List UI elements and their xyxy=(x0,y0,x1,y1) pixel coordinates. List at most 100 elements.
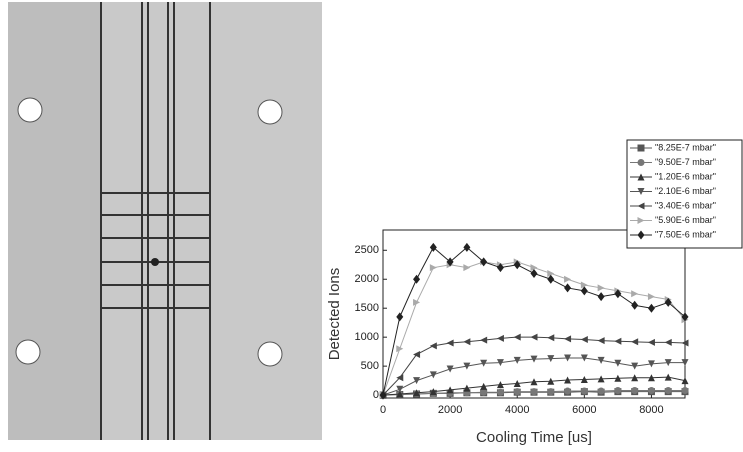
photo xyxy=(8,2,322,440)
marker xyxy=(379,390,387,400)
x-tick-label: 4000 xyxy=(505,404,529,416)
marker xyxy=(614,374,622,382)
marker xyxy=(480,388,488,396)
marker xyxy=(463,264,471,272)
photo-hole xyxy=(17,97,43,123)
marker xyxy=(631,386,639,394)
marker xyxy=(530,264,538,272)
marker xyxy=(681,359,689,367)
marker xyxy=(513,333,521,341)
y-axis-label: Detected Ions xyxy=(326,268,343,361)
y-tick-label: 2500 xyxy=(355,244,379,256)
marker xyxy=(530,378,538,386)
marker xyxy=(496,334,504,342)
marker xyxy=(429,242,437,252)
legend-marker xyxy=(637,202,645,210)
marker xyxy=(396,374,404,382)
legend-label: "3.40E-6 mbar" xyxy=(655,200,716,210)
marker xyxy=(647,386,655,394)
marker xyxy=(631,362,639,370)
marker xyxy=(413,389,421,397)
marker xyxy=(530,268,538,278)
marker xyxy=(446,386,454,394)
x-tick-label: 2000 xyxy=(438,404,462,416)
marker xyxy=(614,386,622,394)
marker xyxy=(429,342,437,350)
marker xyxy=(681,386,689,394)
marker xyxy=(631,300,639,310)
x-axis-label: Cooling Time [us] xyxy=(476,429,592,446)
marker xyxy=(631,374,639,382)
legend-marker xyxy=(637,159,645,166)
marker xyxy=(631,338,639,346)
legend-label: "7.50E-6 mbar" xyxy=(655,229,716,239)
legend-marker xyxy=(637,173,645,181)
marker xyxy=(446,365,454,373)
marker xyxy=(664,297,672,307)
marker xyxy=(413,351,421,359)
marker xyxy=(647,338,655,346)
marker xyxy=(396,312,404,322)
marker xyxy=(547,388,555,396)
legend-marker xyxy=(637,144,645,152)
marker xyxy=(480,257,488,267)
legend-label: "9.50E-7 mbar" xyxy=(655,157,716,167)
marker xyxy=(580,335,588,343)
marker xyxy=(597,337,605,345)
marker xyxy=(547,377,555,385)
marker xyxy=(496,359,504,367)
series: "2.10E-6 mbar" xyxy=(379,186,716,399)
marker xyxy=(429,388,437,396)
marker xyxy=(396,345,404,353)
marker xyxy=(496,263,504,273)
photo-plate-left xyxy=(8,2,100,440)
photo-dot xyxy=(151,258,159,266)
marker xyxy=(597,387,605,395)
marker xyxy=(429,371,437,379)
marker xyxy=(463,242,471,252)
marker xyxy=(614,337,622,345)
marker xyxy=(480,336,488,344)
marker xyxy=(463,362,471,370)
y-tick-label: 1500 xyxy=(355,302,379,314)
series-line xyxy=(382,261,686,396)
marker xyxy=(413,377,421,385)
y-tick-label: 1000 xyxy=(355,331,379,343)
marker xyxy=(480,359,488,367)
marker xyxy=(647,374,655,382)
marker xyxy=(597,356,605,364)
marker xyxy=(463,338,471,346)
x-tick-label: 6000 xyxy=(572,404,596,416)
marker xyxy=(681,312,689,322)
marker xyxy=(564,283,572,293)
marker xyxy=(413,298,421,306)
legend-label: "8.25E-7 mbar" xyxy=(655,142,716,152)
marker xyxy=(580,375,588,383)
marker xyxy=(597,284,605,292)
marker xyxy=(564,354,572,362)
marker xyxy=(547,334,555,342)
marker xyxy=(647,360,655,368)
marker xyxy=(664,359,672,367)
marker xyxy=(513,380,521,388)
y-tick-label: 500 xyxy=(361,360,379,372)
photo-hole xyxy=(257,341,283,367)
series: "7.50E-6 mbar" xyxy=(379,229,716,400)
marker xyxy=(513,260,521,270)
marker xyxy=(614,359,622,367)
marker xyxy=(580,387,588,395)
marker xyxy=(496,381,504,389)
marker xyxy=(580,354,588,362)
marker xyxy=(664,386,672,394)
marker xyxy=(564,335,572,343)
marker xyxy=(530,333,538,341)
marker xyxy=(396,390,404,398)
marker xyxy=(530,355,538,363)
marker xyxy=(413,274,421,284)
legend-label: "1.20E-6 mbar" xyxy=(655,171,716,181)
series-line xyxy=(382,336,686,396)
x-tick-label: 0 xyxy=(380,404,386,416)
marker xyxy=(547,274,555,284)
y-tick-label: 2000 xyxy=(355,273,379,285)
